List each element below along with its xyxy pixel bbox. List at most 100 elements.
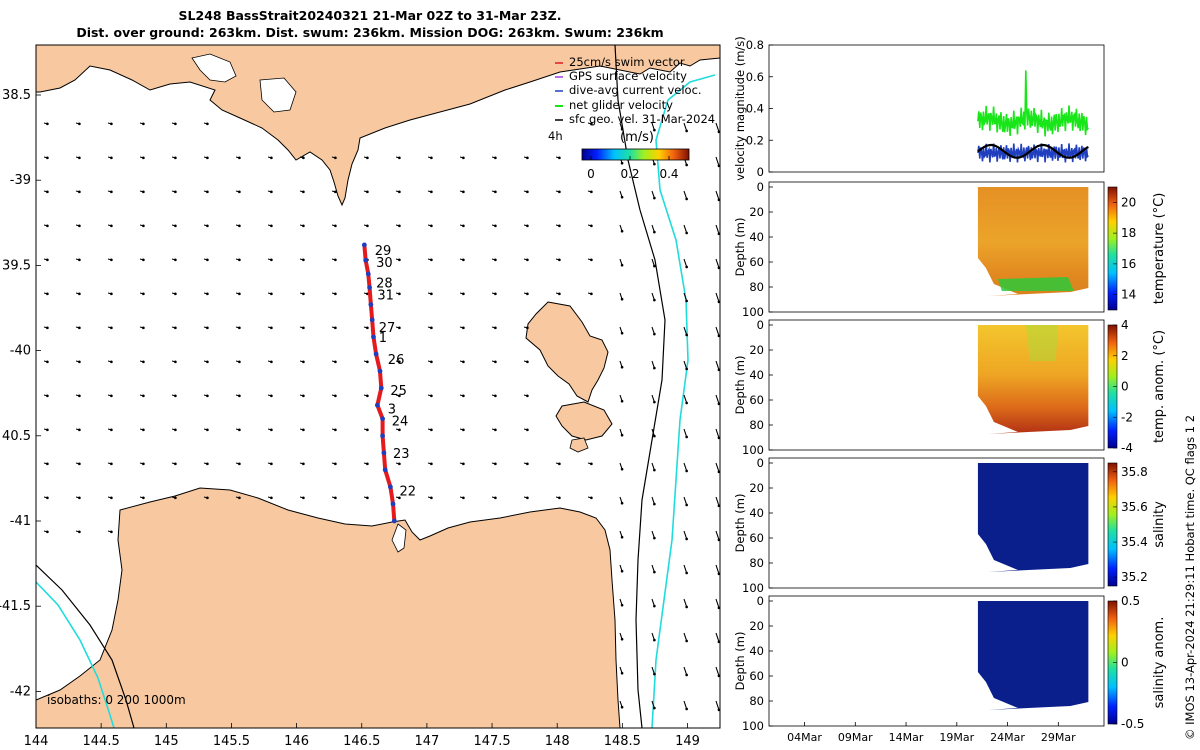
track-point	[373, 351, 379, 357]
panel-ylabel: Depth (m)	[733, 632, 747, 691]
current-vector-head	[494, 258, 497, 262]
current-vector-head	[620, 671, 624, 675]
current-vector-head	[46, 292, 49, 296]
current-vector-head	[366, 428, 369, 432]
y-tick-label: 60	[749, 531, 764, 545]
current-vector-head	[717, 674, 720, 678]
westernport-water	[259, 77, 297, 113]
y-ticks: 0 20 40 60 80 100	[742, 180, 773, 319]
current-vector-head	[685, 401, 688, 405]
current-vector-head	[46, 258, 49, 262]
current-vector-head	[462, 360, 465, 364]
current-vector-head	[430, 224, 433, 228]
current-vector-head	[398, 326, 401, 330]
current-vector-head	[110, 360, 113, 364]
current-vector-head	[302, 190, 305, 194]
day-label: 24	[392, 415, 409, 430]
current-vector-head	[366, 326, 369, 330]
current-vector	[715, 700, 720, 711]
current-vector-head	[526, 156, 529, 160]
current-vector-head	[238, 224, 241, 228]
current-vector-head	[174, 360, 177, 364]
current-vector-head	[558, 258, 561, 262]
y-tick-label: 100	[742, 443, 764, 457]
current-vector-head	[398, 360, 401, 364]
current-vector-head	[462, 156, 465, 160]
current-vector-head	[685, 367, 688, 371]
current-vector-head	[462, 496, 465, 500]
current-vector-head	[270, 394, 273, 398]
current-vector-head	[46, 156, 49, 160]
current-vector-head	[46, 394, 49, 398]
colorbar-label: temperature (°C)	[1152, 193, 1167, 305]
current-vector-head	[558, 224, 561, 228]
current-vector	[715, 360, 720, 371]
current-vector-head	[238, 462, 241, 466]
current-vector-head	[620, 705, 624, 709]
current-vector-head	[620, 365, 624, 369]
day-label: 25	[390, 384, 407, 399]
current-vector-head	[78, 394, 81, 398]
current-vector-head	[462, 428, 465, 432]
current-vector-head	[558, 462, 561, 466]
current-vector	[683, 564, 688, 574]
isobath-1000m	[651, 74, 716, 728]
current-vector-head	[334, 292, 337, 296]
map-x-tick-label: 145	[154, 734, 179, 749]
time-tick-label: 04Mar	[787, 731, 822, 744]
current-vector-head	[110, 428, 113, 432]
current-vector-head	[558, 292, 561, 296]
y-tick-label: 60	[749, 669, 764, 683]
y-tick-label: 20	[749, 619, 764, 633]
current-vector	[683, 258, 688, 268]
map-x-tick-label: 149	[675, 734, 700, 749]
current-vector-head	[302, 394, 305, 398]
current-vector-head	[302, 428, 305, 432]
current-vector-head	[685, 435, 688, 439]
current-vector	[715, 598, 720, 609]
current-vector-head	[526, 360, 529, 364]
current-vector-head	[590, 224, 593, 228]
current-vector-head	[620, 433, 624, 437]
current-vector-head	[526, 224, 529, 228]
cb-tick-label: 35.4	[1121, 535, 1148, 549]
current-vector-head	[110, 224, 113, 228]
y-tick-label: 0.6	[746, 70, 764, 84]
current-vector-head	[174, 326, 177, 330]
current-vector-head	[590, 190, 593, 194]
current-vector-head	[110, 462, 113, 466]
track-point	[381, 450, 387, 456]
y-tick-label: 0.2	[746, 133, 764, 147]
y-ticks: 0 20 40 60 80 100	[742, 594, 773, 733]
day-label: 27	[379, 321, 396, 336]
colorbar-tick-label: 0.4	[659, 167, 678, 181]
current-vector-head	[78, 224, 81, 228]
current-vector-head	[398, 496, 401, 500]
current-vector-head	[398, 462, 401, 466]
current-vector-head	[238, 360, 241, 364]
legend-net-velocity: net glider velocity	[569, 98, 673, 112]
current-vector-head	[620, 399, 624, 403]
map-y-tick-label: -41	[10, 514, 31, 529]
current-vector	[715, 190, 720, 201]
current-vector-head	[685, 197, 688, 201]
current-vector	[715, 632, 720, 643]
current-vector-head	[302, 292, 305, 296]
current-vector-head	[653, 536, 656, 540]
current-vector-head	[110, 496, 113, 500]
current-vector-head	[334, 394, 337, 398]
current-vector-head	[620, 195, 624, 199]
current-vector-head	[526, 190, 529, 194]
current-vector-head	[302, 496, 305, 500]
current-vector-head	[462, 224, 465, 228]
current-vector-head	[302, 360, 305, 364]
current-vector-head	[206, 428, 209, 432]
track-point	[380, 416, 385, 422]
current-vector-head	[494, 360, 497, 364]
current-vector-head	[270, 156, 273, 160]
current-vector	[683, 462, 688, 472]
y-tick-label: 100	[742, 305, 764, 319]
current-vector-head	[206, 190, 209, 194]
map-y-ticks: -42 -41.5 -41 40.5 -40 39.5 -39 38.5	[0, 88, 41, 699]
